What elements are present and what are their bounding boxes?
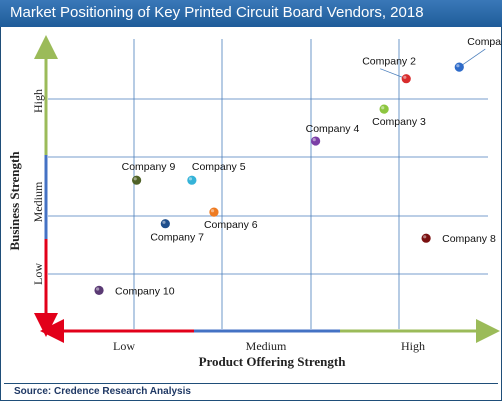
x-tick-low: Low [113, 339, 135, 353]
marker-highlight [133, 177, 137, 181]
point-company-3: Company 3 [372, 104, 426, 128]
marker-company-8 [421, 233, 431, 243]
point-company-9: Company 9 [122, 161, 176, 185]
marker-company-7 [160, 219, 170, 229]
marker-highlight [456, 64, 460, 68]
leader-line [380, 68, 407, 80]
y-tick-low: Low [31, 263, 45, 285]
footer-divider [4, 383, 498, 384]
marker-highlight [210, 209, 215, 213]
y-tick-medium: Medium [31, 181, 45, 222]
label-company-8: Company 8 [442, 233, 496, 245]
marker-company-6 [209, 207, 219, 217]
point-company-5: Company 5 [187, 161, 246, 185]
marker-company-9 [132, 175, 142, 185]
y-axis-label: Business Strength [7, 151, 22, 251]
marker-company-1 [454, 62, 464, 72]
label-company-2: Company 2 [362, 56, 416, 68]
label-company-10: Company 10 [115, 285, 175, 297]
title-bar: Market Positioning of Key Printed Circui… [0, 0, 502, 27]
chart-title: Market Positioning of Key Printed Circui… [10, 4, 424, 21]
point-company-10: Company 10 [94, 285, 175, 297]
label-company-5: Company 5 [192, 161, 246, 173]
y-tick-high: High [31, 89, 45, 113]
label-company-3: Company 3 [372, 116, 426, 128]
data-points: Company 1 Company 2 Company 3 Company 4 Comp… [94, 36, 502, 297]
marker-highlight [188, 177, 193, 181]
label-company-4: Company 4 [306, 123, 360, 135]
label-company-6: Company 6 [204, 219, 258, 231]
x-tick-high: High [401, 339, 425, 353]
label-company-1: Company 1 [467, 36, 502, 48]
label-company-9: Company 9 [122, 161, 176, 173]
marker-company-4 [311, 136, 321, 146]
x-tick-medium: Medium [246, 339, 287, 353]
leader-line [459, 48, 486, 68]
grid [48, 39, 488, 329]
x-axis-label: Product Offering Strength [199, 354, 347, 369]
marker-highlight [403, 75, 407, 79]
marker-company-2 [401, 74, 411, 84]
source-note: Source: Credence Research Analysis [14, 386, 191, 397]
marker-highlight [312, 138, 316, 142]
point-company-2: Company 2 [362, 56, 416, 84]
marker-highlight [162, 220, 166, 224]
point-company-8: Company 8 [421, 233, 496, 245]
marker-highlight [381, 106, 385, 110]
marker-highlight [423, 235, 427, 239]
point-company-1: Company 1 [454, 36, 502, 72]
marker-highlight [96, 287, 100, 291]
point-company-7: Company 7 [150, 219, 204, 244]
point-company-4: Company 4 [306, 123, 360, 146]
axes [34, 35, 500, 343]
marker-company-5 [187, 175, 197, 185]
scatter-chart: Low Medium High Product Offering Strengt… [7, 35, 502, 369]
point-company-6: Company 6 [204, 207, 258, 231]
marker-company-10 [94, 285, 104, 295]
label-company-7: Company 7 [150, 232, 204, 244]
marker-company-3 [379, 104, 389, 114]
